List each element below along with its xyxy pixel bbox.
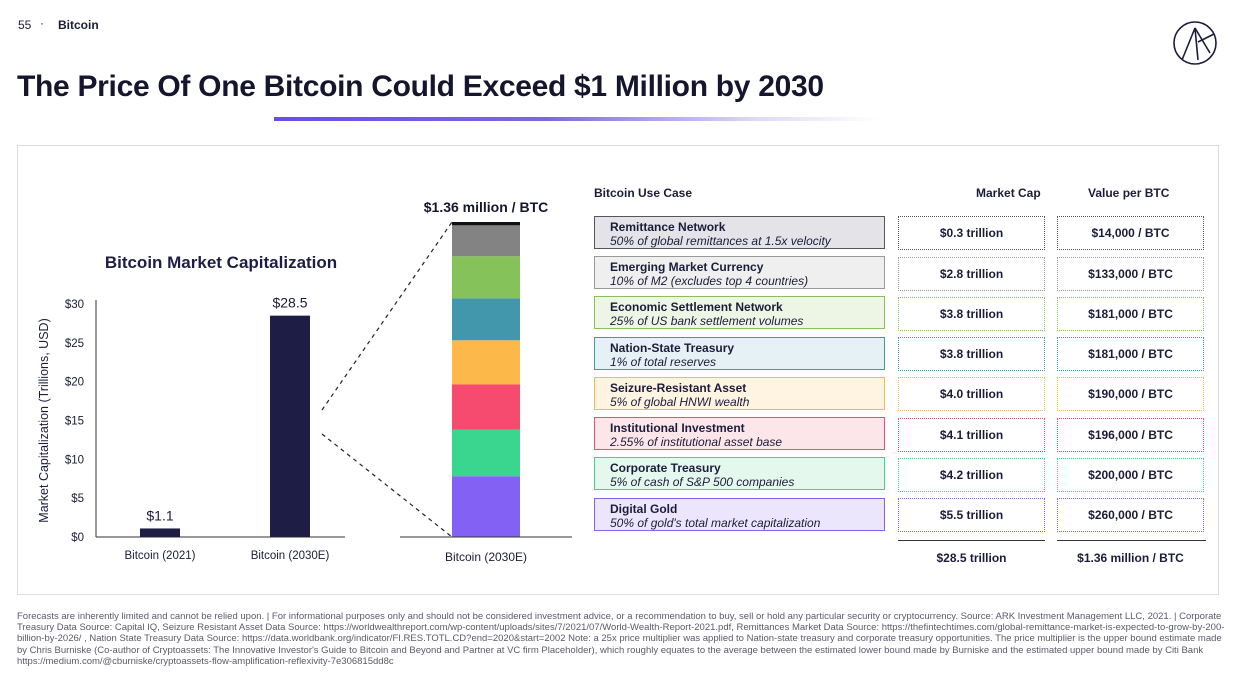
use-case-desc: 5% of global HNWI wealth <box>610 395 750 409</box>
stack-x-tick-label: Bitcoin (2030E) <box>445 550 527 564</box>
value-per-btc: $260,000 / BTC <box>1057 498 1204 532</box>
use-case-desc: 25% of US bank settlement volumes <box>610 314 804 328</box>
header-separator: · <box>40 16 44 30</box>
stack-segment <box>452 222 520 226</box>
y-tick-label: $25 <box>65 338 84 350</box>
value-per-btc: $181,000 / BTC <box>1057 297 1204 331</box>
market-cap-total-rule <box>898 540 1045 541</box>
value-per-btc: $190,000 / BTC <box>1057 377 1204 411</box>
y-tick-label: $20 <box>65 377 84 389</box>
use-case-name: Institutional Investment <box>610 421 745 435</box>
y-tick-label: $15 <box>65 416 84 428</box>
use-case-desc: 5% of cash of S&P 500 companies <box>610 475 795 489</box>
use-case-name: Nation-State Treasury <box>610 341 735 355</box>
value-per-btc: $196,000 / BTC <box>1057 418 1204 452</box>
use-case-digital-gold: Digital Gold 50% of gold's total market … <box>594 498 885 531</box>
use-case-desc: 50% of gold's total market capitalizatio… <box>610 516 821 530</box>
stack-segment <box>452 256 520 299</box>
market-cap-value: $3.8 trillion <box>898 297 1045 331</box>
use-case-desc: 10% of M2 (excludes top 4 countries) <box>610 274 809 288</box>
use-case-header: Bitcoin Use Case <box>594 186 693 200</box>
value-per-btc: $200,000 / BTC <box>1057 458 1204 492</box>
bar-data-label: $1.1 <box>146 507 173 523</box>
use-case-emerging-market-currency: Emerging Market Currency 10% of M2 (excl… <box>594 256 885 289</box>
market-cap-value: $3.8 trillion <box>898 337 1045 371</box>
market-cap-value: $5.5 trillion <box>898 498 1045 532</box>
connector-line-bottom <box>321 433 453 538</box>
source-footnote: Forecasts are inherently limited and can… <box>17 611 1225 667</box>
use-case-name: Seizure-Resistant Asset <box>610 381 747 395</box>
stack-segment <box>452 340 520 385</box>
value-per-btc: $181,000 / BTC <box>1057 337 1204 371</box>
ark-logo-icon <box>1173 21 1217 65</box>
use-case-nation-state-treasury: Nation-State Treasury 1% of total reserv… <box>594 337 885 370</box>
y-tick-label: $0 <box>71 532 84 544</box>
bar <box>140 528 180 537</box>
bar-chart-title: Bitcoin Market Capitalization <box>105 253 337 272</box>
use-case-name: Emerging Market Currency <box>610 260 764 274</box>
use-case-seizure-resistant-asset: Seizure-Resistant Asset 5% of global HNW… <box>594 377 885 410</box>
use-case-desc: 1% of total reserves <box>610 355 717 369</box>
use-case-name: Corporate Treasury <box>610 461 721 475</box>
value-per-btc: $133,000 / BTC <box>1057 257 1204 291</box>
title-underline <box>274 117 880 121</box>
bitcoin-2030-stacked-bar: $1.36 million / BTC Bitcoin (2030E) <box>321 199 572 564</box>
use-case-desc: 50% of global remittances at 1.5x veloci… <box>610 234 831 248</box>
market-cap-value: $4.2 trillion <box>898 458 1045 492</box>
use-case-name: Economic Settlement Network <box>610 300 783 314</box>
y-tick-label: $5 <box>71 493 84 505</box>
bar-data-label: $28.5 <box>272 295 307 311</box>
x-tick-label: Bitcoin (2030E) <box>251 550 330 562</box>
y-axis-label: Market Capitalization (Trillions, USD) <box>37 318 51 522</box>
stack-segment <box>452 429 520 477</box>
market-cap-value: $2.8 trillion <box>898 257 1045 291</box>
y-tick-label: $30 <box>65 299 84 311</box>
value-per-btc: $14,000 / BTC <box>1057 216 1204 250</box>
bar <box>270 315 310 537</box>
connector-line-top <box>321 221 453 411</box>
x-tick-label: Bitcoin (2021) <box>125 550 196 562</box>
bitcoin-market-cap-bar-chart: Bitcoin Market Capitalization Market Capi… <box>37 253 345 562</box>
market-cap-header: Market Cap <box>976 186 1041 200</box>
page-number: 55 <box>18 18 32 32</box>
stack-segment <box>452 476 520 537</box>
stack-segment <box>452 384 520 430</box>
value-total-rule <box>1057 540 1206 541</box>
use-case-institutional-investment: Institutional Investment 2.55% of instit… <box>594 417 885 450</box>
stacked-bar-title: $1.36 million / BTC <box>424 199 548 215</box>
market-cap-total: $28.5 trillion <box>936 551 1007 565</box>
use-case-name: Remittance Network <box>610 220 726 234</box>
use-case-desc: 2.55% of institutional asset base <box>610 435 783 449</box>
use-case-corporate-treasury: Corporate Treasury 5% of cash of S&P 500… <box>594 457 885 490</box>
use-case-economic-settlement-network: Economic Settlement Network 25% of US ba… <box>594 296 885 329</box>
value-per-btc-header: Value per BTC <box>1088 186 1170 200</box>
content-panel <box>17 145 1219 595</box>
section-label: Bitcoin <box>58 18 99 32</box>
market-cap-value: $0.3 trillion <box>898 216 1045 250</box>
use-case-name: Digital Gold <box>610 502 678 516</box>
value-per-btc-total: $1.36 million / BTC <box>1077 551 1184 565</box>
use-case-remittance-network: Remittance Network 50% of global remitta… <box>594 216 885 249</box>
market-cap-value: $4.0 trillion <box>898 377 1045 411</box>
stack-segment <box>452 225 520 257</box>
page-title: The Price Of One Bitcoin Could Exceed $1… <box>17 70 824 103</box>
y-tick-label: $10 <box>65 454 84 466</box>
market-cap-value: $4.1 trillion <box>898 418 1045 452</box>
stack-segment <box>452 298 520 341</box>
